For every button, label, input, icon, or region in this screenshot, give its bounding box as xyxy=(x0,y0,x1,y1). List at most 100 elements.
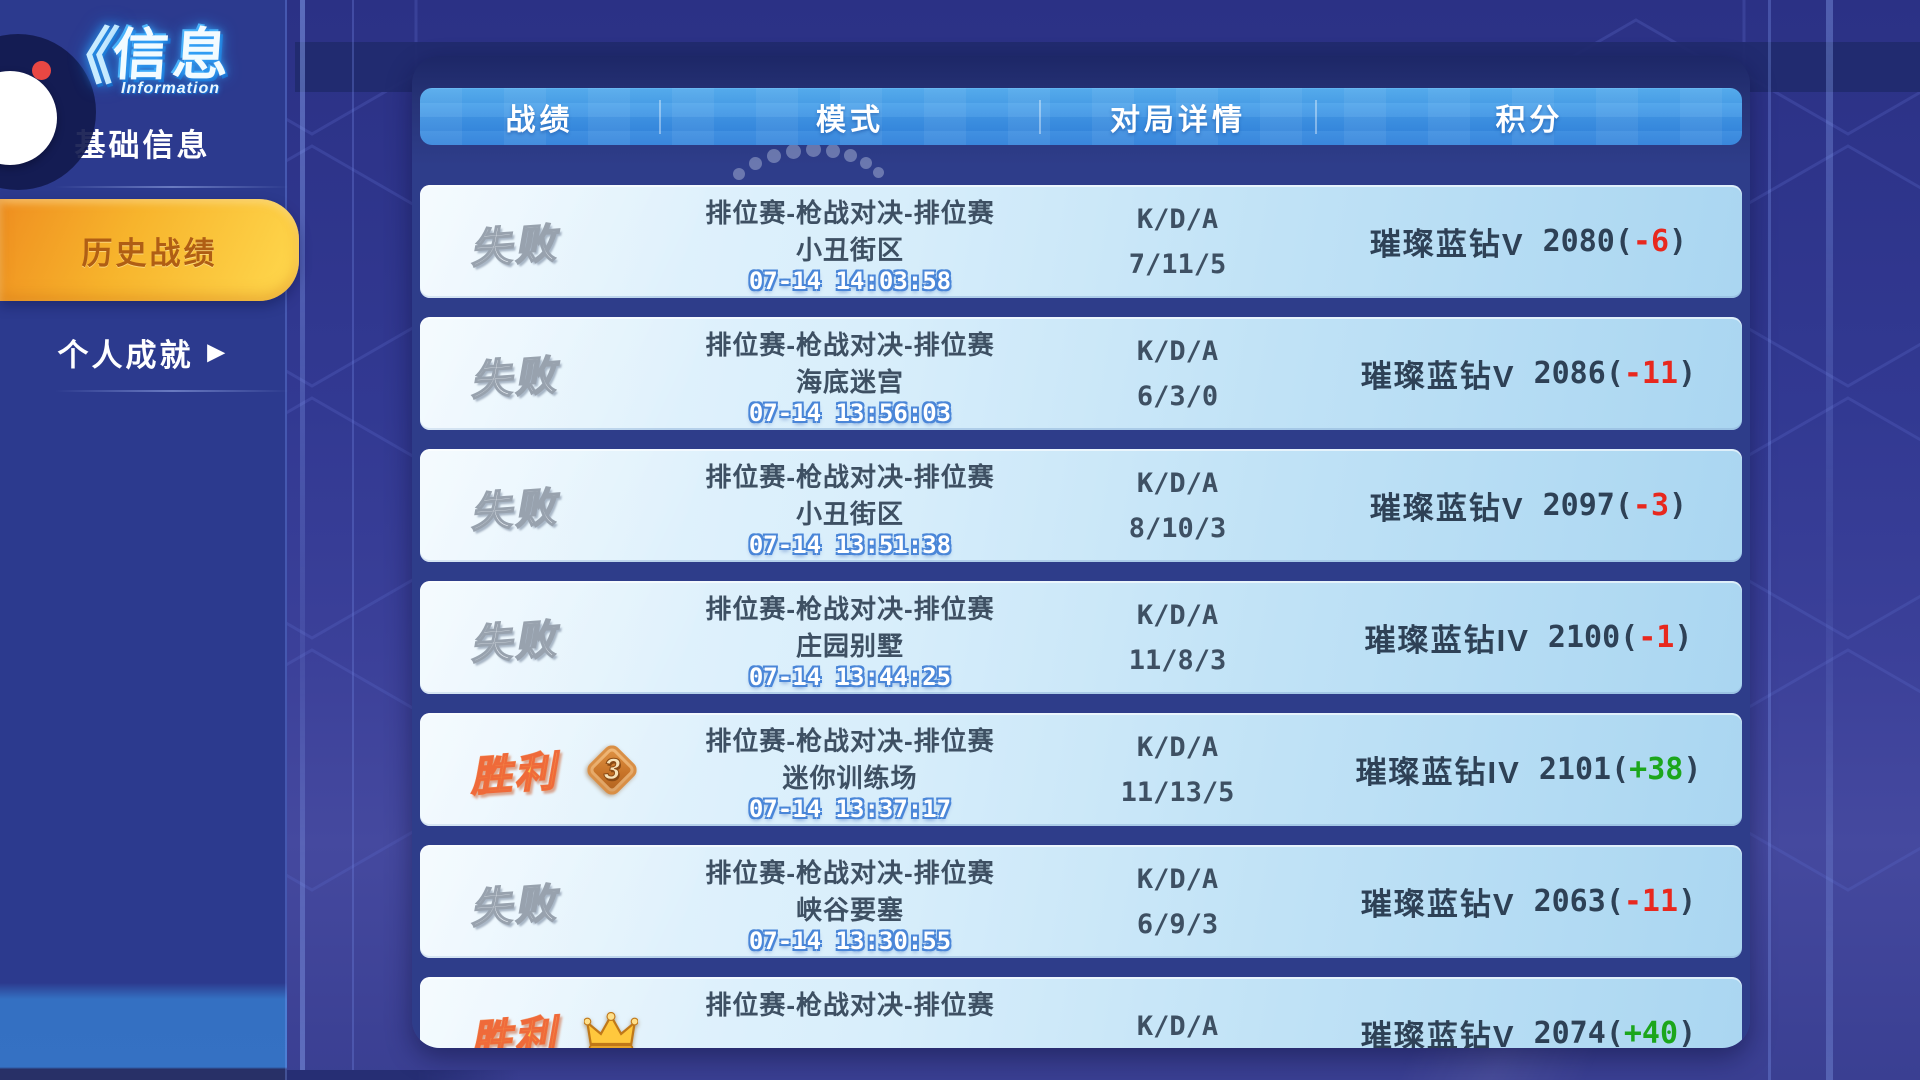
score-value: 2063 xyxy=(1533,884,1606,919)
result-cell: 失败 xyxy=(420,845,660,958)
match-row[interactable]: 失败 排位赛-枪战对决-排位赛 小丑街区 07-14 14:03:58 K/D/… xyxy=(420,185,1742,298)
mode-cell: 排位赛-枪战对决-排位赛 小丑街区 07-14 14:03:58 xyxy=(660,185,1040,298)
dot-arc-decor xyxy=(844,149,857,162)
paren: ) xyxy=(1678,356,1697,391)
header-divider xyxy=(1039,99,1042,134)
result-cell: 失败 xyxy=(420,581,660,694)
result-cell: 失败 xyxy=(420,185,660,298)
mode-label: 排位赛-枪战对决-排位赛 xyxy=(705,594,995,624)
sidebar-item-label: 基础信息 xyxy=(74,127,211,163)
match-row[interactable]: 失败 排位赛-枪战对决-排位赛 海底迷宫 07-14 13:56:03 K/D/… xyxy=(420,317,1742,430)
kda-label: K/D/A xyxy=(1136,731,1219,763)
score-value: 2097 xyxy=(1542,488,1615,523)
wall-edge-line xyxy=(1826,0,1833,1080)
dot-arc-decor xyxy=(806,142,821,157)
result-cell: 失败 xyxy=(420,317,660,430)
match-row[interactable]: 失败 排位赛-枪战对决-排位赛 小丑街区 07-14 13:51:38 K/D/… xyxy=(420,449,1742,562)
score-cell: 璀璨蓝钻IV 2101 ( +38 ) xyxy=(1315,713,1742,826)
score-delta: -6 xyxy=(1632,224,1670,259)
rank-label: 璀璨蓝钻IV xyxy=(1364,623,1530,658)
map-label: 海底迷宫 xyxy=(795,367,904,397)
mode-label: 排位赛-枪战对决-排位赛 xyxy=(705,990,995,1020)
wall-edge-line xyxy=(300,0,305,1080)
score-value: 2080 xyxy=(1542,224,1615,259)
page-title-block: 《 信息 Information xyxy=(49,4,315,104)
paren: ( xyxy=(1620,620,1639,655)
result-label: 失败 xyxy=(468,879,560,933)
paren: ( xyxy=(1605,884,1624,919)
result-cell: 胜利 xyxy=(420,977,660,1048)
score-delta: -11 xyxy=(1623,884,1679,919)
rank-label: 璀璨蓝钻IV xyxy=(1355,755,1521,790)
sidebar-divider xyxy=(55,186,290,188)
map-label: 小丑街区 xyxy=(795,499,904,529)
paren: ( xyxy=(1605,356,1624,391)
score-delta: +38 xyxy=(1629,752,1684,787)
page-title: 信息 xyxy=(110,23,235,86)
dot-arc-decor xyxy=(873,167,884,178)
match-timestamp: 07-14 13:37:17 xyxy=(748,795,952,823)
kda-label: K/D/A xyxy=(1136,467,1219,499)
paren: ( xyxy=(1611,752,1630,787)
sidebar-item-history-record[interactable]: 历史战绩 xyxy=(0,199,299,301)
header-divider xyxy=(1314,99,1317,134)
match-row[interactable]: 失败 排位赛-枪战对决-排位赛 峡谷要塞 07-14 13:30:55 K/D/… xyxy=(420,845,1742,958)
kda-value: 11/8/3 xyxy=(1128,644,1227,676)
sidebar-item-basic-info[interactable]: 基础信息 xyxy=(0,114,285,170)
dot-arc-decor xyxy=(860,157,872,169)
kda-label: K/D/A xyxy=(1136,863,1219,895)
dot-arc-decor xyxy=(786,144,801,159)
match-rows: 失败 排位赛-枪战对决-排位赛 小丑街区 07-14 14:03:58 K/D/… xyxy=(420,185,1742,1048)
kda-value: 7/11/5 xyxy=(1128,248,1227,280)
kda-cell: K/D/A 11/8/3 xyxy=(1040,581,1315,694)
result-label: 失败 xyxy=(468,219,560,273)
rank-label: 璀璨蓝钻V xyxy=(1360,359,1516,394)
kda-cell: K/D/A xyxy=(1040,977,1315,1048)
paren: ) xyxy=(1678,884,1697,919)
sidebar-item-achievements[interactable]: 个人成就 ▶ xyxy=(0,324,285,380)
kda-label: K/D/A xyxy=(1136,1011,1219,1042)
rank-label: 璀璨蓝钻V xyxy=(1360,1019,1516,1048)
page-subtitle: Information xyxy=(121,80,220,97)
rank-label: 璀璨蓝钻V xyxy=(1369,491,1525,526)
match-timestamp: 07-14 13:44:25 xyxy=(748,663,952,691)
streak-count: 3 xyxy=(603,752,621,786)
score-delta: -11 xyxy=(1623,356,1679,391)
score-cell: 璀璨蓝钻V 2097 ( -3 ) xyxy=(1315,449,1742,562)
mode-cell: 排位赛-枪战对决-排位赛 xyxy=(660,977,1040,1048)
column-header-result: 战绩 xyxy=(505,103,574,137)
chevron-right-icon: ▶ xyxy=(207,339,228,364)
score-delta: +40 xyxy=(1623,1016,1679,1048)
score-delta: -1 xyxy=(1638,620,1675,655)
match-timestamp: 07-14 14:03:58 xyxy=(748,267,952,295)
kda-label: K/D/A xyxy=(1136,599,1219,631)
kda-value: 8/10/3 xyxy=(1128,512,1227,544)
match-timestamp: 07-14 13:30:55 xyxy=(748,927,952,955)
mode-cell: 排位赛-枪战对决-排位赛 庄园别墅 07-14 13:44:25 xyxy=(660,581,1040,694)
streak-badge: 3 xyxy=(583,741,641,798)
score-cell: 璀璨蓝钻V 2080 ( -6 ) xyxy=(1315,185,1742,298)
match-row[interactable]: 胜利 3 排位赛-枪战对决-排位赛 迷你训练场 07-14 13:37:17 K… xyxy=(420,713,1742,826)
kda-cell: K/D/A 7/11/5 xyxy=(1040,185,1315,298)
rank-label: 璀璨蓝钻V xyxy=(1369,227,1525,262)
mode-cell: 排位赛-枪战对决-排位赛 迷你训练场 07-14 13:37:17 xyxy=(660,713,1040,826)
paren: ( xyxy=(1605,1016,1624,1048)
column-header-score: 积分 xyxy=(1495,103,1564,137)
sidebar-divider xyxy=(55,390,290,392)
score-cell: 璀璨蓝钻V 2074 ( +40 ) xyxy=(1315,977,1742,1048)
result-label: 失败 xyxy=(468,351,560,405)
table-header: 战绩 模式 对局详情 积分 xyxy=(420,88,1742,145)
column-header-mode: 模式 xyxy=(816,103,885,137)
match-timestamp: 07-14 13:56:03 xyxy=(748,399,952,427)
map-label: 庄园别墅 xyxy=(795,631,904,661)
kda-cell: K/D/A 6/3/0 xyxy=(1040,317,1315,430)
map-label: 小丑街区 xyxy=(795,235,904,265)
kda-value: 6/3/0 xyxy=(1136,380,1219,412)
paren: ) xyxy=(1683,752,1702,787)
rank-label: 璀璨蓝钻V xyxy=(1360,887,1516,922)
match-row[interactable]: 胜利 排位赛-枪战对决-排位赛 K/D/A xyxy=(420,977,1742,1048)
dot-arc-decor xyxy=(826,144,840,158)
match-row[interactable]: 失败 排位赛-枪战对决-排位赛 庄园别墅 07-14 13:44:25 K/D/… xyxy=(420,581,1742,694)
paren: ( xyxy=(1614,488,1633,523)
